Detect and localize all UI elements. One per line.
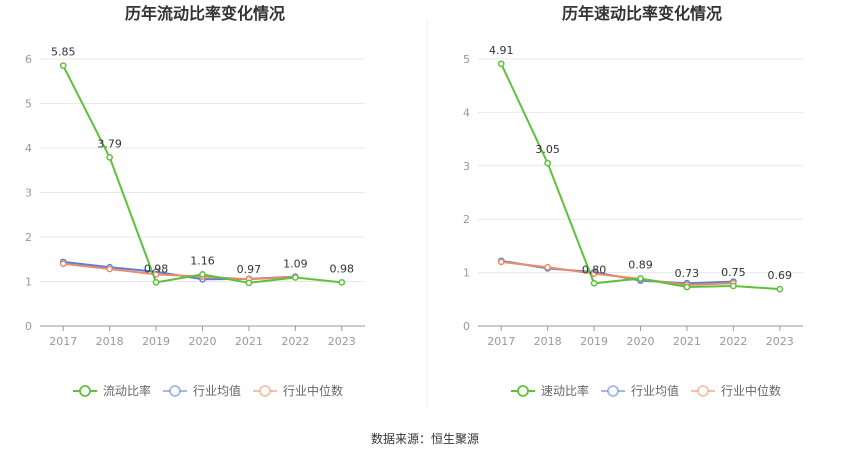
x-tick-label: 2020 [627,335,655,348]
data-label: 1.09 [283,257,308,270]
legend-marker [79,385,91,397]
data-point[interactable] [59,62,67,70]
x-tick-label: 2023 [328,335,356,348]
data-label: 0.98 [144,262,169,275]
legend-item-1[interactable]: 行业均值 [163,383,241,398]
data-point[interactable] [590,279,598,287]
y-tick-label: 0 [25,320,32,333]
legend-marker [517,385,529,397]
x-tick-label: 2019 [142,335,170,348]
legend-marker [697,385,709,397]
x-tick-label: 2018 [96,335,124,348]
x-tick-label: 2022 [281,335,309,348]
y-tick-label: 4 [25,142,32,155]
data-label: 3.79 [97,137,122,150]
y-tick-label: 5 [463,53,470,66]
data-label: 4.91 [489,44,514,57]
y-tick-label: 3 [463,160,470,173]
legend-label: 行业中位数 [721,383,781,398]
data-point[interactable] [637,275,644,282]
legend-label: 行业中位数 [283,383,343,398]
y-tick-label: 6 [25,53,32,66]
x-tick-label: 2022 [719,335,747,348]
data-label: 0.75 [721,266,746,279]
data-point[interactable] [497,258,505,266]
series-line-2 [501,260,734,286]
x-tick-label: 2018 [534,335,562,348]
legend-item-0[interactable]: 流动比率 [73,383,151,398]
y-tick-label: 2 [25,231,32,244]
y-tick-label: 1 [463,267,470,280]
data-point[interactable] [544,159,551,167]
legend-label: 速动比率 [541,383,589,398]
data-point[interactable] [199,271,206,278]
data-label: 0.97 [237,263,262,276]
data-point[interactable] [730,282,737,290]
y-tick-label: 5 [25,98,32,111]
data-label: 0.98 [330,262,355,275]
x-tick-label: 2017 [487,335,515,348]
y-tick-label: 3 [25,187,32,200]
data-point[interactable] [776,285,784,293]
x-tick-label: 2023 [766,335,794,348]
legend-item-0[interactable]: 速动比率 [511,383,589,398]
series-line-0 [500,63,780,291]
data-point[interactable] [245,279,253,287]
data-point[interactable] [497,60,505,68]
legend-marker [607,385,619,397]
data-point[interactable] [338,279,346,286]
series-line-2 [63,262,296,281]
data-point[interactable] [106,153,113,161]
data-label: 3.05 [535,143,560,156]
x-tick-label: 2020 [189,335,217,348]
x-tick-label: 2019 [580,335,608,348]
source-caption: 数据来源：恒生聚源 [371,431,479,446]
data-label: 0.69 [768,269,793,282]
legend-label: 行业均值 [193,383,241,398]
data-label: 0.89 [628,258,653,271]
legend-item-2[interactable]: 行业中位数 [253,383,343,398]
x-tick-label: 2021 [235,335,263,348]
y-tick-label: 1 [25,276,32,289]
data-point[interactable] [544,263,551,271]
data-point[interactable] [292,274,299,281]
data-point[interactable] [59,260,67,268]
chart-title: 历年速动比率变化情况 [562,4,722,23]
legend-label: 流动比率 [103,383,151,398]
data-point[interactable] [590,270,598,278]
data-label: 0.80 [582,263,607,276]
x-tick-label: 2017 [49,335,77,348]
legend-label: 行业均值 [631,383,679,398]
chart-title: 历年流动比率变化情况 [125,4,285,23]
legend-item-1[interactable]: 行业均值 [601,383,679,398]
series-line-0 [62,65,342,284]
y-tick-label: 2 [463,213,470,226]
y-tick-label: 4 [463,106,470,119]
legend-item-2[interactable]: 行业中位数 [691,383,781,398]
x-tick-label: 2021 [673,335,701,348]
data-point[interactable] [106,265,113,273]
chart-quick-ratio: 历年速动比率变化情况 0 1 2 3 4 5 2017 2018 2019 2020 2021 2022… [463,4,803,398]
data-label: 1.16 [190,254,215,267]
data-label: 0.73 [675,267,700,280]
legend-marker [169,385,181,397]
chart-current-ratio: 历年流动比率变化情况 0 1 2 3 4 5 6 2017 2018 2019 2020 2021 202… [25,4,365,398]
data-label: 5.85 [51,46,76,59]
data-point[interactable] [683,283,691,291]
y-tick-label: 0 [463,320,470,333]
data-point[interactable] [152,279,160,286]
legend-marker [259,385,271,397]
